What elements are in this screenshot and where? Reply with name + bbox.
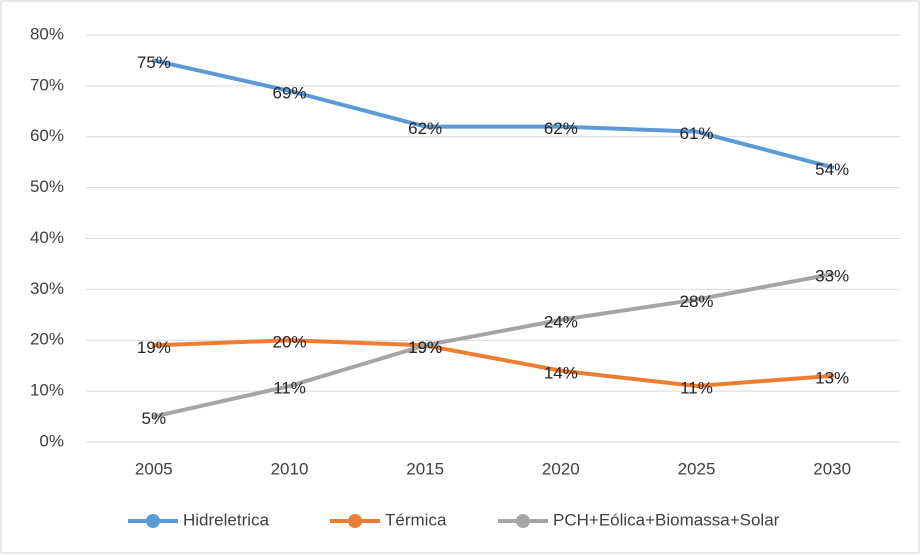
data-label: 13% (815, 368, 849, 387)
y-tick-label: 40% (30, 228, 64, 247)
data-label: 19% (408, 338, 442, 357)
x-tick-label: 2010 (271, 459, 309, 478)
y-tick-label: 60% (30, 126, 64, 145)
x-tick-label: 2020 (542, 459, 580, 478)
data-label: 5% (142, 409, 167, 428)
x-tick-label: 2005 (135, 459, 173, 478)
data-label: 61% (679, 124, 713, 143)
legend-label: PCH+Eólica+Biomassa+Solar (553, 510, 780, 529)
data-label: 69% (272, 83, 306, 102)
legend-marker (516, 514, 530, 528)
x-tick-label: 2025 (678, 459, 716, 478)
y-tick-label: 20% (30, 330, 64, 349)
data-label: 62% (408, 119, 442, 138)
data-label: 11% (273, 379, 306, 398)
legend-label: Hidreletrica (183, 510, 270, 529)
data-label: 33% (815, 267, 849, 286)
series-line (151, 272, 835, 419)
data-label: 20% (272, 333, 306, 352)
legend-marker (348, 514, 362, 528)
y-tick-label: 50% (30, 177, 64, 196)
y-tick-label: 0% (39, 431, 64, 450)
data-label: 14% (544, 363, 578, 382)
legend-label: Térmica (385, 510, 447, 529)
data-label: 11% (680, 379, 713, 398)
data-label: 54% (815, 160, 849, 179)
x-tick-label: 2030 (813, 459, 851, 478)
series-line (151, 58, 835, 170)
y-tick-label: 70% (30, 75, 64, 94)
y-tick-label: 30% (30, 279, 64, 298)
data-label: 75% (137, 53, 171, 72)
data-label: 62% (544, 119, 578, 138)
data-label: 19% (408, 338, 442, 357)
data-label: 28% (679, 292, 713, 311)
x-tick-label: 2015 (406, 459, 444, 478)
data-label: 19% (137, 338, 171, 357)
series-line (151, 338, 835, 389)
data-label: 24% (544, 312, 578, 331)
y-tick-label: 10% (30, 381, 64, 400)
legend-marker (146, 514, 160, 528)
y-tick-label: 80% (30, 24, 64, 43)
